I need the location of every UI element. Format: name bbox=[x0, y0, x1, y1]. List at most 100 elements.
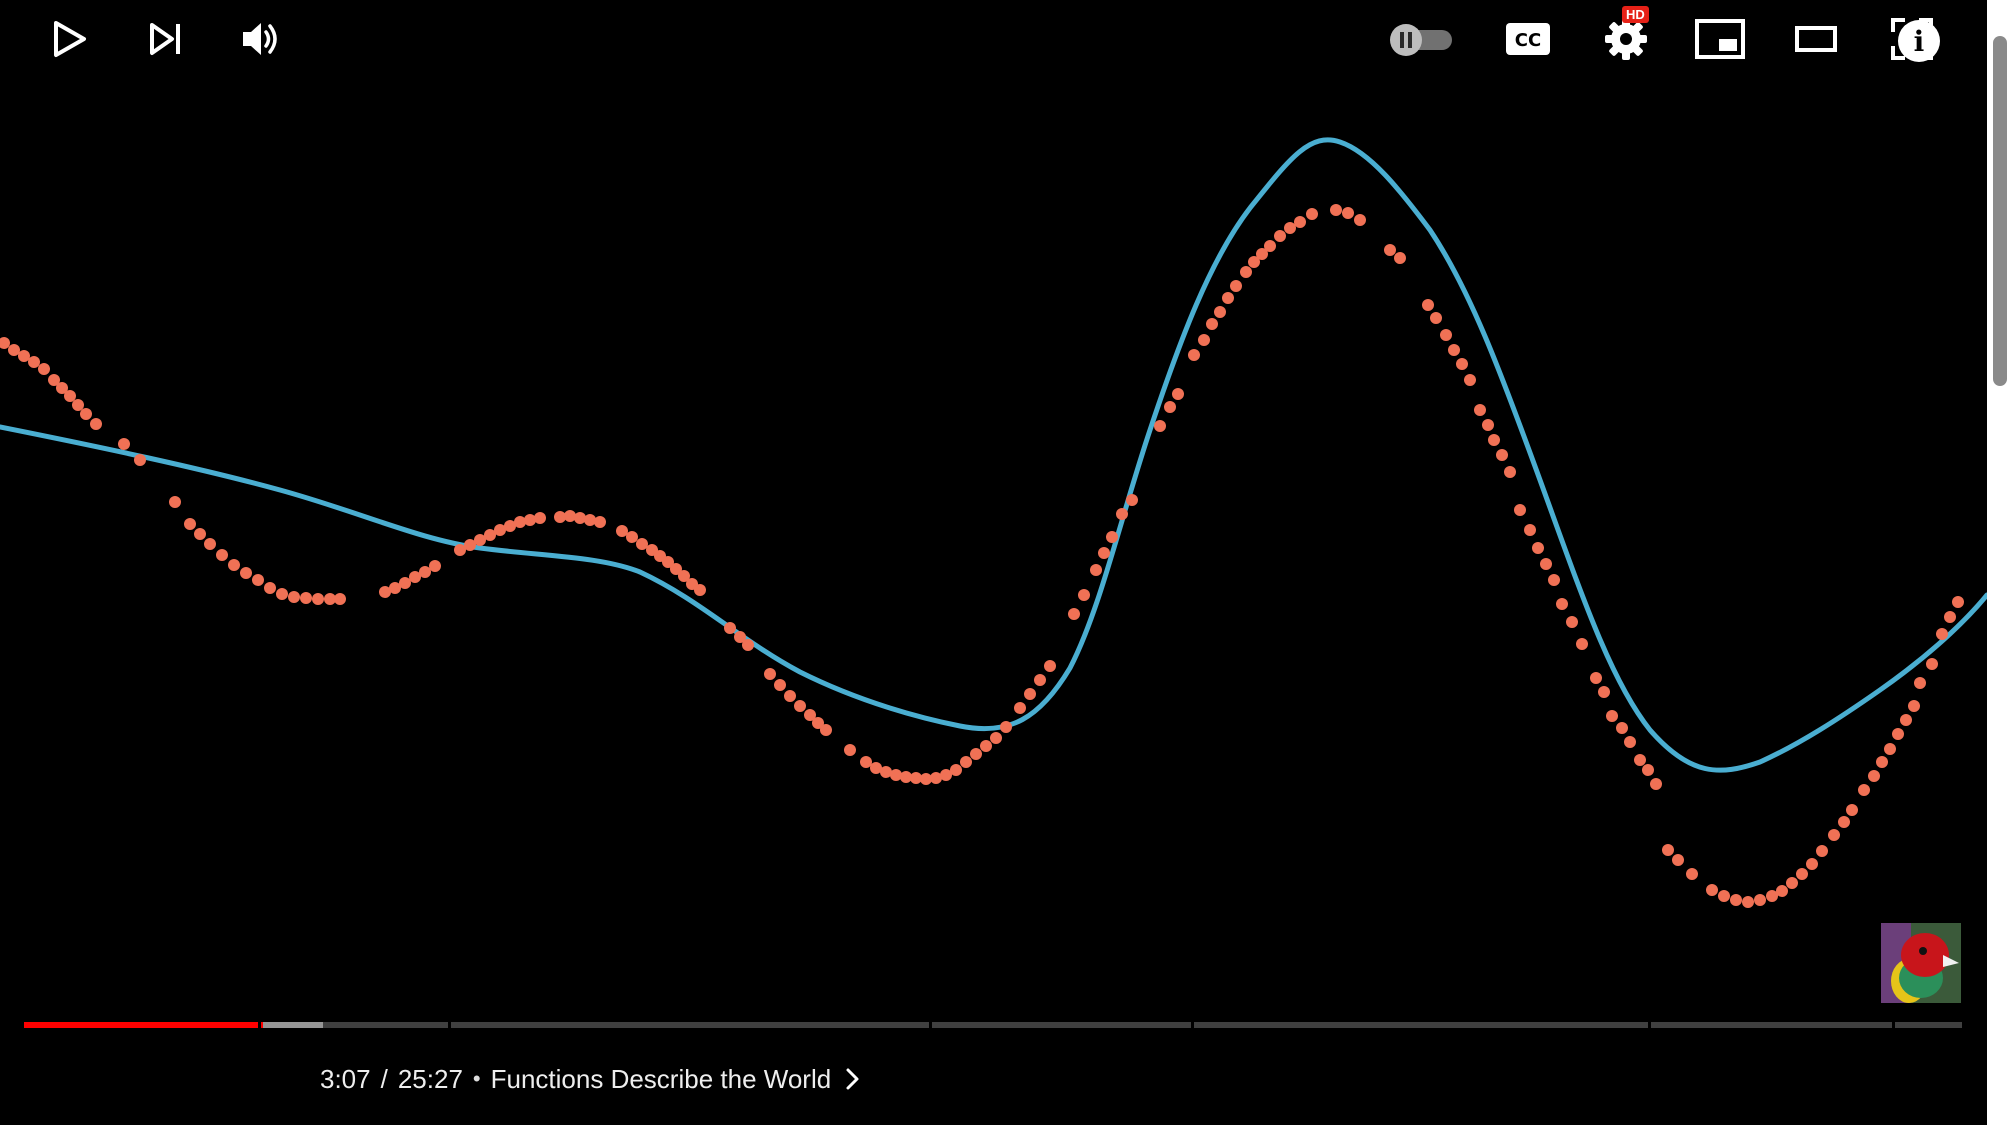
data-point bbox=[0, 337, 10, 349]
theater-mode-button[interactable] bbox=[1786, 0, 1846, 78]
scrollbar-thumb[interactable] bbox=[1993, 36, 2007, 386]
chapter-separator: • bbox=[472, 1066, 481, 1091]
data-point bbox=[1240, 266, 1252, 278]
data-point bbox=[820, 724, 832, 736]
play-button[interactable] bbox=[44, 0, 96, 78]
data-point bbox=[1294, 216, 1306, 228]
data-point bbox=[204, 538, 216, 550]
data-point bbox=[1482, 419, 1494, 431]
data-point bbox=[288, 591, 300, 603]
data-point bbox=[334, 593, 346, 605]
miniplayer-button[interactable] bbox=[1690, 0, 1750, 78]
page-scrollbar[interactable] bbox=[1987, 0, 2014, 1133]
data-point bbox=[454, 544, 466, 556]
fullscreen-icon bbox=[1891, 18, 1933, 60]
play-icon bbox=[54, 21, 86, 57]
chapter-title-button[interactable]: Functions Describe the World bbox=[491, 1064, 862, 1095]
data-point bbox=[724, 622, 736, 634]
data-point bbox=[990, 732, 1002, 744]
data-point bbox=[1952, 596, 1964, 608]
progress-bar[interactable] bbox=[24, 1022, 1962, 1028]
data-point bbox=[1090, 564, 1102, 576]
info-icon[interactable]: i bbox=[1898, 20, 1940, 62]
autoplay-toggle[interactable] bbox=[1386, 0, 1456, 78]
data-point bbox=[184, 518, 196, 530]
data-point bbox=[794, 700, 806, 712]
data-point bbox=[1662, 844, 1674, 856]
data-point bbox=[1214, 306, 1226, 318]
data-point bbox=[1598, 686, 1610, 698]
data-point bbox=[670, 563, 682, 575]
data-point bbox=[1172, 388, 1184, 400]
data-point bbox=[900, 771, 912, 783]
data-point bbox=[38, 363, 50, 375]
chapter-segment[interactable] bbox=[1895, 1022, 1962, 1028]
captions-button[interactable]: CC bbox=[1498, 0, 1558, 78]
data-point bbox=[812, 717, 824, 729]
data-point bbox=[8, 344, 20, 356]
data-point bbox=[1014, 702, 1026, 714]
data-point bbox=[48, 374, 60, 386]
next-button[interactable] bbox=[140, 0, 192, 78]
data-point bbox=[1718, 890, 1730, 902]
data-point bbox=[64, 390, 76, 402]
data-point bbox=[1876, 756, 1888, 768]
data-point bbox=[880, 766, 892, 778]
data-point bbox=[80, 408, 92, 420]
data-point bbox=[1456, 358, 1468, 370]
buffered-fill bbox=[261, 1022, 323, 1028]
current-time: 3:07 bbox=[320, 1063, 371, 1094]
data-point bbox=[1816, 845, 1828, 857]
duration: 25:27 bbox=[397, 1063, 463, 1094]
data-point bbox=[1306, 208, 1318, 220]
data-point bbox=[1838, 816, 1850, 828]
data-point bbox=[1846, 804, 1858, 816]
data-point bbox=[694, 584, 706, 596]
data-point bbox=[484, 529, 496, 541]
data-point bbox=[514, 516, 526, 528]
data-point bbox=[312, 593, 324, 605]
data-point bbox=[379, 586, 391, 598]
data-point bbox=[1576, 638, 1588, 650]
data-point bbox=[1936, 628, 1948, 640]
data-point bbox=[1828, 829, 1840, 841]
mute-button[interactable] bbox=[234, 0, 290, 78]
data-point bbox=[494, 524, 506, 536]
data-point bbox=[1766, 890, 1778, 902]
data-point bbox=[169, 496, 181, 508]
chapter-segment[interactable] bbox=[24, 1022, 259, 1028]
data-point bbox=[1248, 256, 1260, 268]
chapter-segment[interactable] bbox=[451, 1022, 930, 1028]
chapter-segment[interactable] bbox=[1651, 1022, 1893, 1028]
data-point bbox=[504, 520, 516, 532]
data-point bbox=[1944, 611, 1956, 623]
gear-icon bbox=[1605, 18, 1647, 60]
chapter-segment[interactable] bbox=[261, 1022, 449, 1028]
data-point bbox=[300, 592, 312, 604]
data-point bbox=[264, 582, 276, 594]
data-point bbox=[228, 559, 240, 571]
video-player[interactable]: i 3:07 / 25:27 • bbox=[0, 0, 1987, 1125]
settings-button[interactable]: HD bbox=[1596, 0, 1656, 78]
data-point bbox=[1926, 658, 1938, 670]
hd-badge: HD bbox=[1622, 6, 1649, 23]
data-point bbox=[1284, 222, 1296, 234]
data-point bbox=[1514, 504, 1526, 516]
data-point bbox=[1908, 700, 1920, 712]
data-point bbox=[524, 514, 536, 526]
data-point bbox=[930, 772, 942, 784]
chevron-right-icon bbox=[846, 1068, 859, 1090]
svg-text:CC: CC bbox=[1515, 30, 1541, 51]
data-point bbox=[1188, 349, 1200, 361]
data-point bbox=[1650, 778, 1662, 790]
channel-watermark[interactable] bbox=[1881, 923, 1961, 1003]
chapter-segment[interactable] bbox=[932, 1022, 1191, 1028]
data-point bbox=[662, 556, 674, 568]
chapter-segment[interactable] bbox=[1193, 1022, 1649, 1028]
data-point bbox=[1496, 449, 1508, 461]
fullscreen-button[interactable] bbox=[1882, 0, 1942, 78]
data-point bbox=[774, 679, 786, 691]
miniplayer-icon bbox=[1695, 19, 1745, 59]
data-point bbox=[1000, 721, 1012, 733]
data-point bbox=[90, 418, 102, 430]
